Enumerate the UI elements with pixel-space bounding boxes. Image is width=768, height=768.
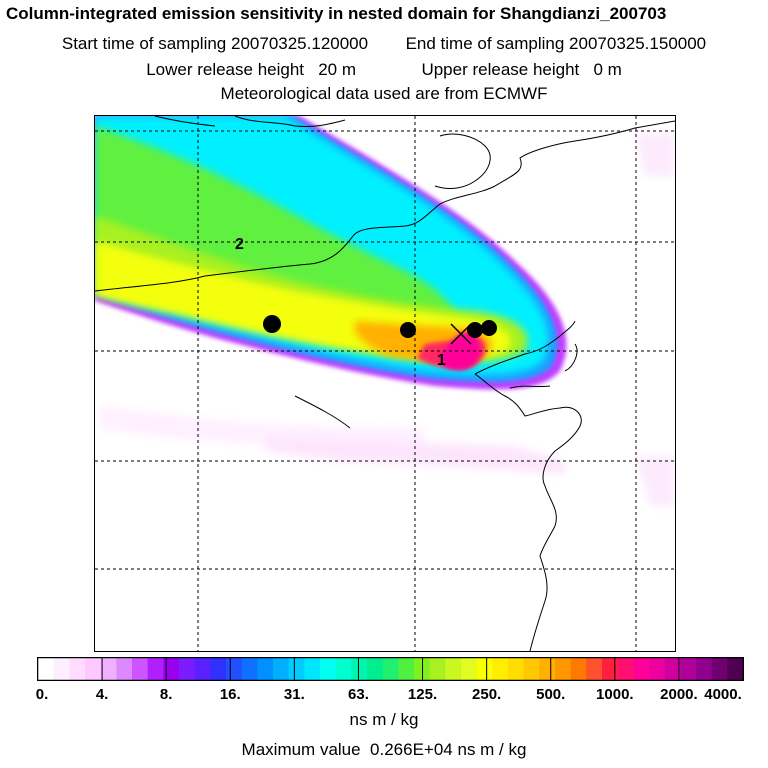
release-heights: Lower release height 20 m Upper release … (0, 60, 768, 80)
colorbar-swatch (116, 658, 133, 680)
colorbar-swatch (320, 658, 337, 680)
colorbar-swatch (696, 658, 713, 680)
colorbar-swatch (727, 658, 744, 680)
colorbar-swatch (273, 658, 290, 680)
lower-height-value: 20 m (318, 60, 356, 79)
station-marker (263, 315, 281, 333)
colorbar-tick-label: 0. (35, 686, 49, 703)
colorbar-swatch (382, 658, 399, 680)
plume-green-north (95, 126, 460, 326)
map-label-2: 2 (235, 236, 244, 253)
lower-height-label: Lower release height (146, 60, 305, 79)
station-markers (263, 315, 497, 345)
map-label-1: 1 (437, 352, 446, 369)
colorbar-swatch (586, 658, 603, 680)
sampling-times: Start time of sampling 20070325.120000 E… (0, 34, 768, 54)
colorbar-units: ns m / kg (349, 710, 419, 729)
station-marker (400, 322, 416, 338)
colorbar-swatch (226, 658, 243, 680)
colorbar-swatch (100, 658, 117, 680)
lat-lon-grid (95, 116, 675, 651)
colorbar-tick-label: 8. (159, 686, 173, 703)
colorbar-swatch (711, 658, 728, 680)
colorbar-swatch (539, 658, 556, 680)
colorbar-swatch (132, 658, 149, 680)
colorbar-tick-label: 4. (95, 686, 109, 703)
coastlines (95, 116, 675, 651)
station-marker (467, 322, 483, 338)
maximum-value: Maximum value 0.266E+04 ns m / kg (0, 740, 768, 760)
upper-height-value: 0 m (593, 60, 622, 79)
colorbar-swatch (492, 658, 509, 680)
colorbar-swatch (163, 658, 180, 680)
colorbar-tick-label: 63. (348, 686, 369, 703)
colorbar-swatch (335, 658, 352, 680)
colorbar-swatch (38, 658, 55, 680)
colorbar-swatch (602, 658, 619, 680)
colorbar-swatch (69, 658, 86, 680)
colorbar-swatch (617, 658, 634, 680)
plume-magenta-core (439, 331, 480, 371)
colorbar-swatch (461, 658, 478, 680)
end-time-label: End time of sampling (405, 34, 565, 53)
colorbar-swatch (523, 658, 540, 680)
colorbar-tick-label: 4000. (704, 686, 742, 703)
colorbar-tick-label: 16. (219, 686, 241, 703)
colorbar-swatch (210, 658, 227, 680)
colorbar-swatch (476, 658, 493, 680)
emission-plume (95, 116, 567, 390)
colorbar-swatch (680, 658, 697, 680)
end-time-value: 20070325.150000 (569, 34, 707, 53)
colorbar-swatch (664, 658, 681, 680)
plot-title: Column-integrated emission sensitivity i… (6, 4, 667, 23)
receptor-cross-icon (450, 323, 472, 345)
colorbar (37, 657, 744, 681)
colorbar-swatch (508, 658, 525, 680)
colorbar-tick-label: 31. (283, 686, 305, 703)
colorbar-swatch (633, 658, 650, 680)
map-canvas: 1 2 (95, 116, 675, 651)
maximum-value-number: 0.266E+04 ns m / kg (370, 740, 527, 759)
colorbar-swatch (241, 658, 258, 680)
met-data-line: Meteorological data used are from ECMWF (220, 84, 548, 103)
colorbar-swatch (257, 658, 274, 680)
faint-sensitivity-patches (100, 134, 675, 506)
colorbar-swatch (179, 658, 196, 680)
maximum-value-label: Maximum value (241, 740, 361, 759)
start-time-label: Start time of sampling (61, 34, 227, 53)
colorbar-swatch (555, 658, 572, 680)
colorbar-swatch (445, 658, 462, 680)
colorbar-swatch (53, 658, 70, 680)
colorbar-swatch (351, 658, 368, 680)
colorbar-swatch (367, 658, 384, 680)
colorbar-swatch (85, 658, 102, 680)
colorbar-swatch (649, 658, 666, 680)
colorbar-swatch (194, 658, 211, 680)
colorbar-swatch (304, 658, 321, 680)
colorbar-border (37, 657, 744, 681)
colorbar-tick-label: 125. (407, 686, 438, 703)
station-marker (481, 320, 497, 336)
sensitivity-map: 1 2 (94, 115, 676, 652)
upper-height-label: Upper release height (421, 60, 580, 79)
colorbar-swatch (398, 658, 415, 680)
colorbar-tick-label: 500. (536, 686, 566, 703)
colorbar-swatch (570, 658, 587, 680)
colorbar-swatch (429, 658, 446, 680)
colorbar-tick-label: 1000. (596, 686, 634, 703)
colorbar-swatch (147, 658, 164, 680)
start-time-value: 20070325.120000 (231, 34, 369, 53)
colorbar-tick-label: 250. (472, 686, 502, 703)
colorbar-tick-label: 2000. (660, 686, 698, 703)
colorbar-swatch (288, 658, 305, 680)
